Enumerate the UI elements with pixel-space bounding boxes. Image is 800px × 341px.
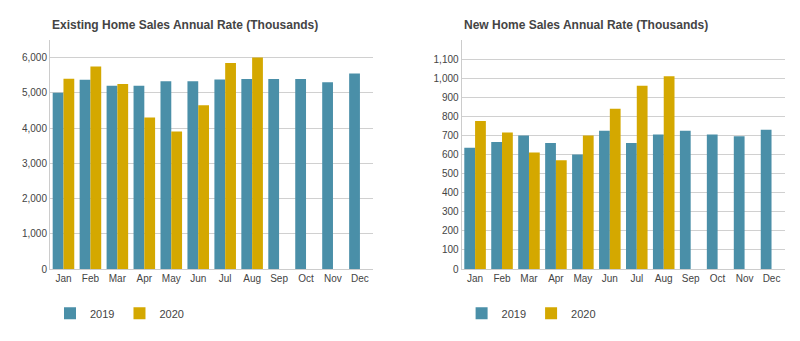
svg-text:Aug: Aug — [655, 273, 673, 284]
svg-text:Sep: Sep — [682, 273, 700, 284]
svg-text:1,000: 1,000 — [434, 73, 459, 84]
svg-text:300: 300 — [442, 206, 459, 217]
svg-text:Oct: Oct — [710, 273, 726, 284]
svg-text:Sep: Sep — [270, 273, 288, 284]
svg-text:700: 700 — [442, 130, 459, 141]
svg-text:1,100: 1,100 — [434, 54, 459, 65]
svg-text:2,000: 2,000 — [22, 193, 47, 204]
svg-text:Nov: Nov — [324, 273, 342, 284]
svg-text:Existing Home Sales Annual Rat: Existing Home Sales Annual Rate (Thousan… — [52, 18, 318, 32]
svg-text:800: 800 — [442, 111, 459, 122]
svg-text:Mar: Mar — [109, 273, 127, 284]
svg-text:Jul: Jul — [219, 273, 232, 284]
svg-text:May: May — [573, 273, 592, 284]
svg-text:900: 900 — [442, 92, 459, 103]
svg-text:Jun: Jun — [190, 273, 206, 284]
svg-text:Feb: Feb — [82, 273, 100, 284]
svg-text:Jun: Jun — [602, 273, 618, 284]
svg-text:2019: 2019 — [90, 308, 114, 320]
svg-text:100: 100 — [442, 244, 459, 255]
svg-text:6,000: 6,000 — [22, 52, 47, 63]
svg-text:Jan: Jan — [467, 273, 483, 284]
svg-text:Apr: Apr — [548, 273, 564, 284]
svg-text:0: 0 — [41, 264, 47, 275]
svg-text:5,000: 5,000 — [22, 87, 47, 98]
svg-text:May: May — [162, 273, 181, 284]
svg-text:Dec: Dec — [763, 273, 781, 284]
svg-text:Dec: Dec — [351, 273, 369, 284]
svg-text:3,000: 3,000 — [22, 158, 47, 169]
svg-text:Nov: Nov — [736, 273, 754, 284]
svg-text:4,000: 4,000 — [22, 123, 47, 134]
svg-text:Apr: Apr — [137, 273, 153, 284]
svg-text:Mar: Mar — [520, 273, 538, 284]
svg-text:New Home Sales Annual Rate (Th: New Home Sales Annual Rate (Thousands) — [464, 18, 708, 32]
svg-text:2020: 2020 — [571, 308, 595, 320]
svg-text:0: 0 — [453, 264, 459, 275]
svg-text:2019: 2019 — [502, 308, 526, 320]
svg-text:Feb: Feb — [493, 273, 511, 284]
svg-text:600: 600 — [442, 149, 459, 160]
svg-text:200: 200 — [442, 225, 459, 236]
svg-text:Aug: Aug — [243, 273, 261, 284]
svg-text:1,000: 1,000 — [22, 228, 47, 239]
svg-text:2020: 2020 — [159, 308, 183, 320]
svg-text:400: 400 — [442, 187, 459, 198]
svg-text:Jan: Jan — [55, 273, 71, 284]
svg-text:Jul: Jul — [630, 273, 643, 284]
svg-text:500: 500 — [442, 168, 459, 179]
svg-text:Oct: Oct — [298, 273, 314, 284]
